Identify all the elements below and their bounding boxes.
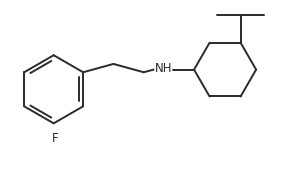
Text: NH: NH (155, 62, 172, 75)
Text: F: F (52, 132, 59, 145)
